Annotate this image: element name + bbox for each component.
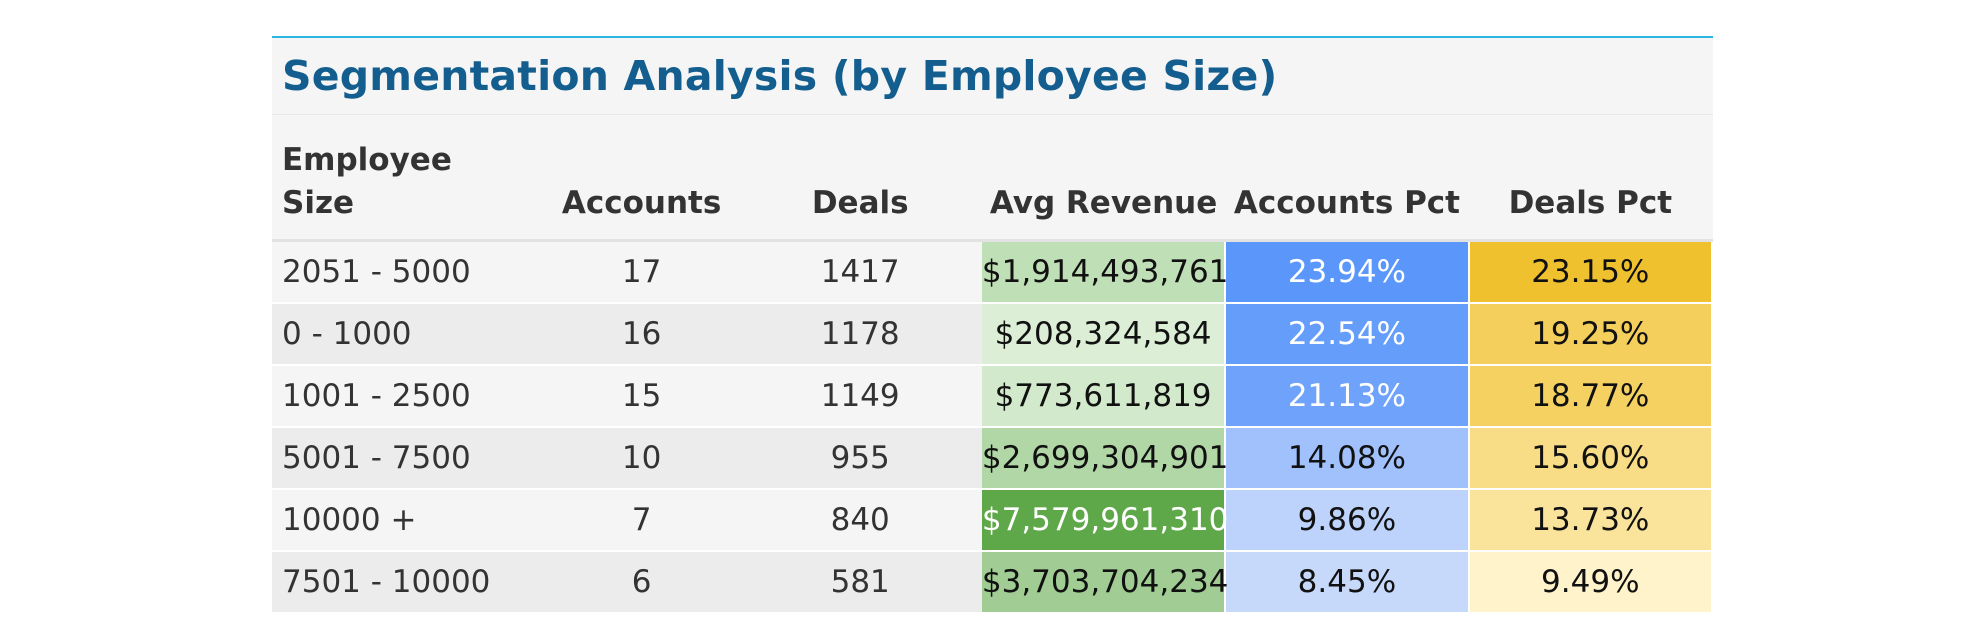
cell-employee-size: 7501 - 10000 bbox=[272, 551, 545, 614]
segmentation-table: Segmentation Analysis (by Employee Size)… bbox=[272, 36, 1714, 614]
cell-deals-pct: 18.77% bbox=[1468, 365, 1714, 428]
cell-deals-pct: 23.15% bbox=[1468, 240, 1714, 304]
cell-accounts: 16 bbox=[544, 303, 739, 366]
header-deals[interactable]: Deals bbox=[738, 115, 982, 242]
header-employee-size-line1: Employee bbox=[282, 142, 452, 178]
cell-deals-pct: 13.73% bbox=[1468, 489, 1714, 552]
header-deals-pct[interactable]: Deals Pct bbox=[1468, 115, 1712, 242]
cell-employee-size: 2051 - 5000 bbox=[272, 240, 545, 304]
cell-deals: 1417 bbox=[738, 240, 982, 304]
cell-accounts-pct: 21.13% bbox=[1225, 365, 1470, 428]
cell-accounts-pct: 14.08% bbox=[1225, 427, 1470, 490]
header-employee-size-line2: Size bbox=[282, 185, 355, 221]
table-row: 0 - 1000 16 1178 $208,324,584 22.54% 19.25% bbox=[272, 303, 1714, 366]
cell-deals-pct: 9.49% bbox=[1468, 551, 1714, 614]
cell-accounts: 10 bbox=[544, 427, 739, 490]
cell-accounts-pct: 9.86% bbox=[1225, 489, 1470, 552]
cell-accounts: 6 bbox=[544, 551, 739, 614]
cell-avg-revenue: $2,699,304,901 bbox=[981, 427, 1228, 490]
cell-employee-size: 0 - 1000 bbox=[272, 303, 545, 366]
cell-deals: 581 bbox=[738, 551, 982, 614]
cell-avg-revenue: $3,703,704,234 bbox=[981, 551, 1228, 614]
header-employee-size[interactable]: Employee Size bbox=[272, 115, 545, 242]
cell-accounts-pct: 23.94% bbox=[1225, 240, 1470, 304]
table-title: Segmentation Analysis (by Employee Size) bbox=[282, 52, 1278, 100]
data-table: Employee Size Accounts Deals Avg Revenue… bbox=[272, 115, 1714, 614]
cell-deals-pct: 15.60% bbox=[1468, 427, 1714, 490]
cell-accounts: 7 bbox=[544, 489, 739, 552]
cell-deals: 1178 bbox=[738, 303, 982, 366]
table-row: 10000 +7 840 $7,579,961,310 9.86% 13.73% bbox=[272, 489, 1714, 552]
cell-employee-size: 1001 - 2500 bbox=[272, 365, 545, 428]
header-row: Employee Size Accounts Deals Avg Revenue… bbox=[272, 115, 1712, 242]
cell-deals: 840 bbox=[738, 489, 982, 552]
cell-avg-revenue: $7,579,961,310 bbox=[981, 489, 1228, 552]
cell-accounts-pct: 22.54% bbox=[1225, 303, 1470, 366]
table-row: 7501 - 10000 6 581 $3,703,704,234 8.45% 9.49% bbox=[272, 551, 1714, 614]
header-avg-revenue[interactable]: Avg Revenue bbox=[981, 115, 1226, 242]
cell-accounts-pct: 8.45% bbox=[1225, 551, 1470, 614]
cell-employee-size: 10000 + bbox=[272, 489, 545, 552]
header-accounts[interactable]: Accounts bbox=[544, 115, 739, 242]
header-accounts-pct[interactable]: Accounts Pct bbox=[1225, 115, 1469, 242]
cell-avg-revenue: $773,611,819 bbox=[981, 365, 1227, 428]
cell-deals: 955 bbox=[738, 427, 982, 490]
table-row: 5001 - 7500 10 955 $2,699,304,901 14.08% 15.6… bbox=[272, 427, 1714, 490]
cell-employee-size: 5001 - 7500 bbox=[272, 427, 545, 490]
table-title-bar: Segmentation Analysis (by Employee Size) bbox=[272, 38, 1713, 115]
cell-deals-pct: 19.25% bbox=[1468, 303, 1714, 366]
table-body: 2051 - 5000 17 1417 $1,914,493,761 23.94% 23.… bbox=[272, 240, 1714, 614]
cell-deals: 1149 bbox=[738, 365, 982, 428]
table-row: 2051 - 5000 17 1417 $1,914,493,761 23.94% 23.… bbox=[272, 240, 1714, 304]
cell-accounts: 17 bbox=[544, 240, 739, 304]
cell-avg-revenue: $1,914,493,761 bbox=[981, 240, 1228, 304]
cell-avg-revenue: $208,324,584 bbox=[981, 303, 1227, 366]
table-row: 1001 - 2500 15 1149 $773,611,819 21.13% 18.77… bbox=[272, 365, 1714, 428]
cell-accounts: 15 bbox=[544, 365, 739, 428]
